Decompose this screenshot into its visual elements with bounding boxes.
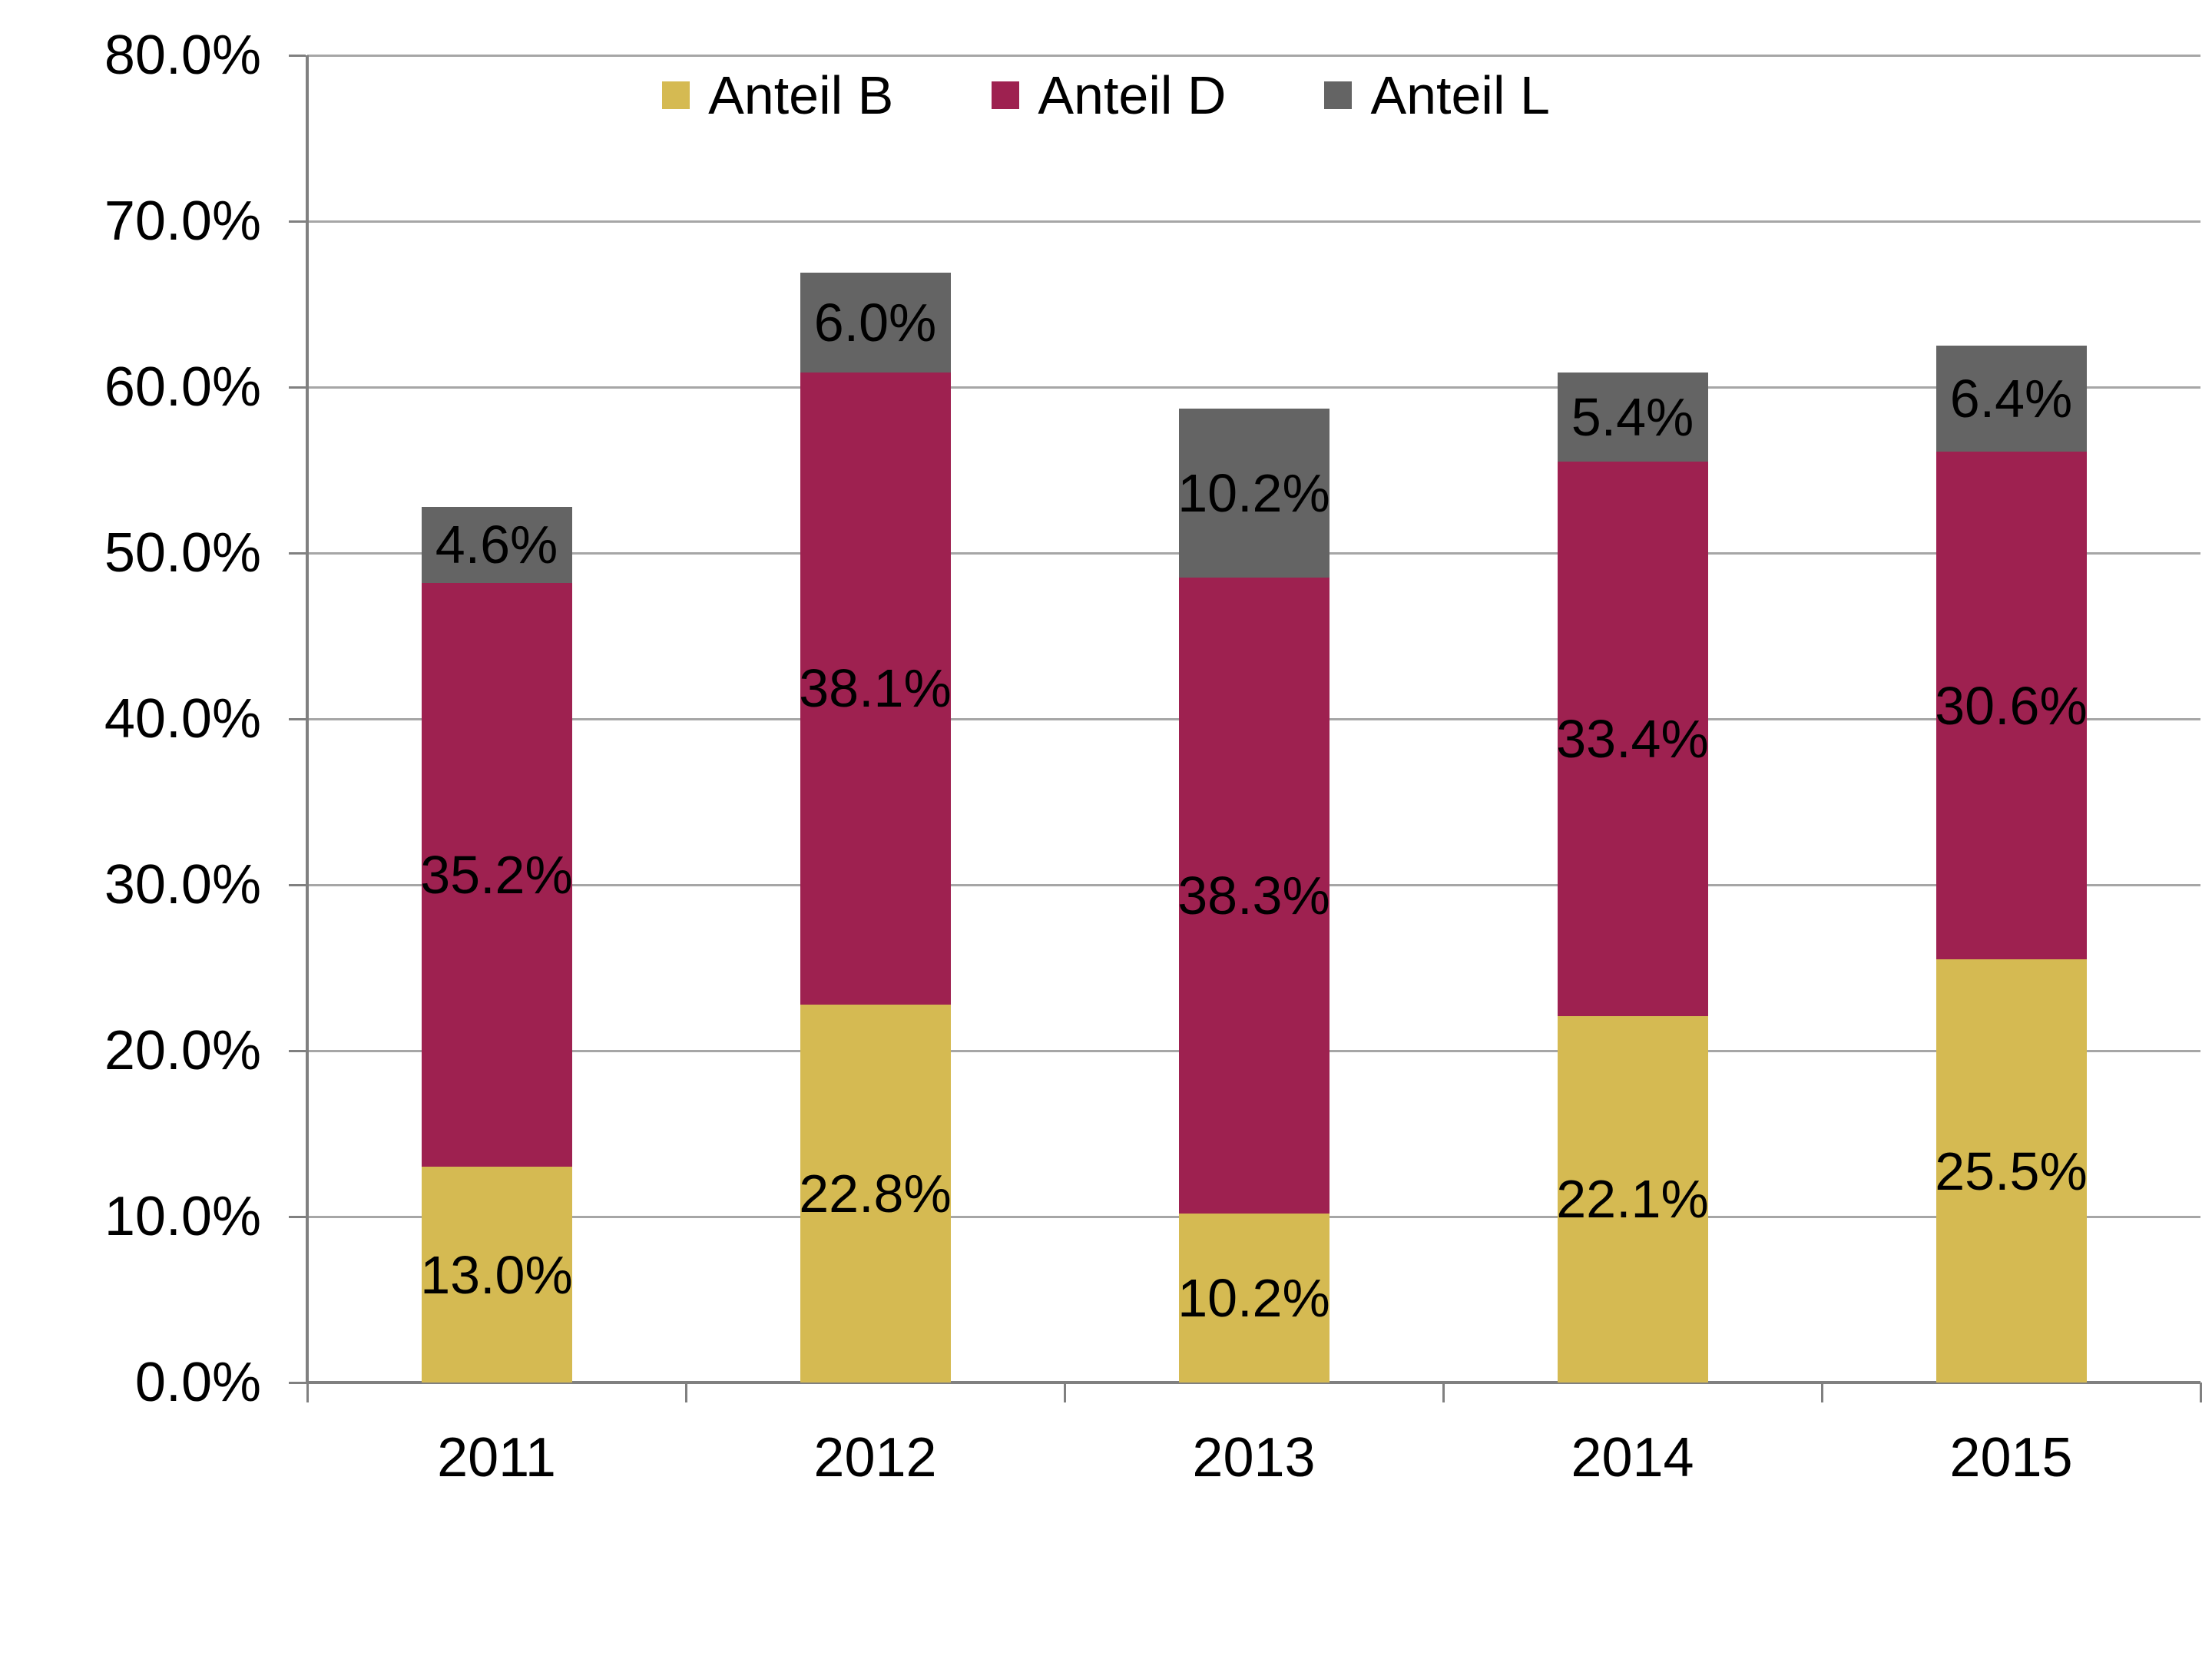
- bar-label-anteil-d-2013: 38.3%: [1177, 866, 1330, 926]
- bar-label-anteil-b-2011: 13.0%: [420, 1244, 573, 1305]
- bar-segment-anteil-d-2015: [1936, 452, 2087, 960]
- bar-segment-anteil-l-2012: [800, 272, 951, 373]
- gridline-80: [307, 55, 2200, 57]
- x-category-label-2011: 2011: [437, 1427, 556, 1488]
- y-tick-10: [289, 1216, 306, 1218]
- y-tick-label-0: 0.0%: [134, 1352, 261, 1413]
- x-tick-2: [1064, 1382, 1066, 1402]
- legend-label-anteil-l: Anteil L: [1370, 65, 1550, 125]
- legend-swatch-anteil-d: [992, 81, 1020, 109]
- bar-label-anteil-b-2013: 10.2%: [1177, 1267, 1330, 1328]
- bar-label-anteil-d-2012: 38.1%: [799, 658, 952, 719]
- bar-segment-anteil-b-2011: [421, 1167, 572, 1382]
- y-tick-label-40: 40.0%: [104, 688, 261, 750]
- legend-swatch-anteil-l: [1324, 81, 1353, 109]
- bar-segment-anteil-d-2014: [1557, 462, 1708, 1016]
- x-tick-3: [1442, 1382, 1445, 1402]
- gridline-70: [307, 220, 2200, 223]
- y-tick-label-10: 10.0%: [104, 1186, 261, 1247]
- y-tick-60: [289, 386, 306, 389]
- bar-segment-anteil-b-2012: [800, 1004, 951, 1382]
- bar-label-anteil-l-2014: 5.4%: [1571, 386, 1694, 447]
- bar-segment-anteil-d-2012: [800, 372, 951, 1005]
- bar-label-anteil-b-2015: 25.5%: [1935, 1141, 2088, 1201]
- legend: Anteil B Anteil D Anteil L: [0, 65, 2212, 126]
- y-tick-label-50: 50.0%: [104, 522, 261, 584]
- bar-label-anteil-l-2015: 6.4%: [1949, 369, 2073, 429]
- x-tick-4: [1821, 1382, 1823, 1402]
- bar-segment-anteil-b-2013: [1178, 1213, 1330, 1382]
- y-axis-line: [306, 55, 309, 1382]
- legend-item-anteil-b: Anteil B: [662, 65, 893, 126]
- y-tick-50: [289, 552, 306, 555]
- y-tick-label-60: 60.0%: [104, 356, 261, 418]
- x-tick-5: [2200, 1382, 2202, 1402]
- legend-label-anteil-b: Anteil B: [708, 65, 894, 125]
- x-axis-line: [306, 1381, 2200, 1384]
- x-tick-1: [685, 1382, 687, 1402]
- bar-label-anteil-d-2011: 35.2%: [420, 845, 573, 906]
- bar-segment-anteil-b-2015: [1936, 959, 2087, 1382]
- bar-label-anteil-l-2013: 10.2%: [1177, 463, 1330, 524]
- bar-segment-anteil-l-2014: [1557, 372, 1708, 462]
- y-tick-40: [289, 718, 306, 720]
- bar-segment-anteil-d-2013: [1178, 578, 1330, 1214]
- bar-label-anteil-b-2012: 22.8%: [799, 1163, 952, 1224]
- bar-segment-anteil-b-2014: [1557, 1015, 1708, 1382]
- bar-segment-anteil-d-2011: [421, 582, 572, 1167]
- x-category-label-2012: 2012: [813, 1427, 937, 1488]
- y-tick-20: [289, 1050, 306, 1052]
- x-category-label-2014: 2014: [1571, 1427, 1694, 1488]
- y-tick-label-30: 30.0%: [104, 854, 261, 916]
- gridline-60: [307, 386, 2200, 389]
- legend-item-anteil-d: Anteil D: [992, 65, 1226, 126]
- legend-swatch-anteil-b: [662, 81, 690, 109]
- bar-segment-anteil-l-2011: [421, 506, 572, 583]
- y-tick-30: [289, 884, 306, 886]
- x-tick-0: [306, 1382, 309, 1402]
- bar-label-anteil-l-2011: 4.6%: [435, 515, 558, 575]
- x-category-label-2013: 2013: [1192, 1427, 1316, 1488]
- bar-label-anteil-d-2015: 30.6%: [1935, 675, 2088, 736]
- y-tick-label-70: 70.0%: [104, 190, 261, 252]
- y-tick-70: [289, 220, 306, 223]
- y-tick-0: [289, 1382, 306, 1384]
- bar-segment-anteil-l-2013: [1178, 409, 1330, 578]
- y-tick-label-80: 80.0%: [104, 25, 261, 86]
- legend-item-anteil-l: Anteil L: [1324, 65, 1550, 126]
- bar-label-anteil-l-2012: 6.0%: [813, 292, 937, 353]
- x-category-label-2015: 2015: [1949, 1427, 2073, 1488]
- y-tick-80: [289, 55, 306, 57]
- bar-label-anteil-b-2014: 22.1%: [1556, 1169, 1709, 1230]
- bar-label-anteil-d-2014: 33.4%: [1556, 708, 1709, 769]
- bar-segment-anteil-l-2015: [1936, 346, 2087, 452]
- y-tick-label-20: 20.0%: [104, 1020, 261, 1081]
- legend-label-anteil-d: Anteil D: [1038, 65, 1227, 125]
